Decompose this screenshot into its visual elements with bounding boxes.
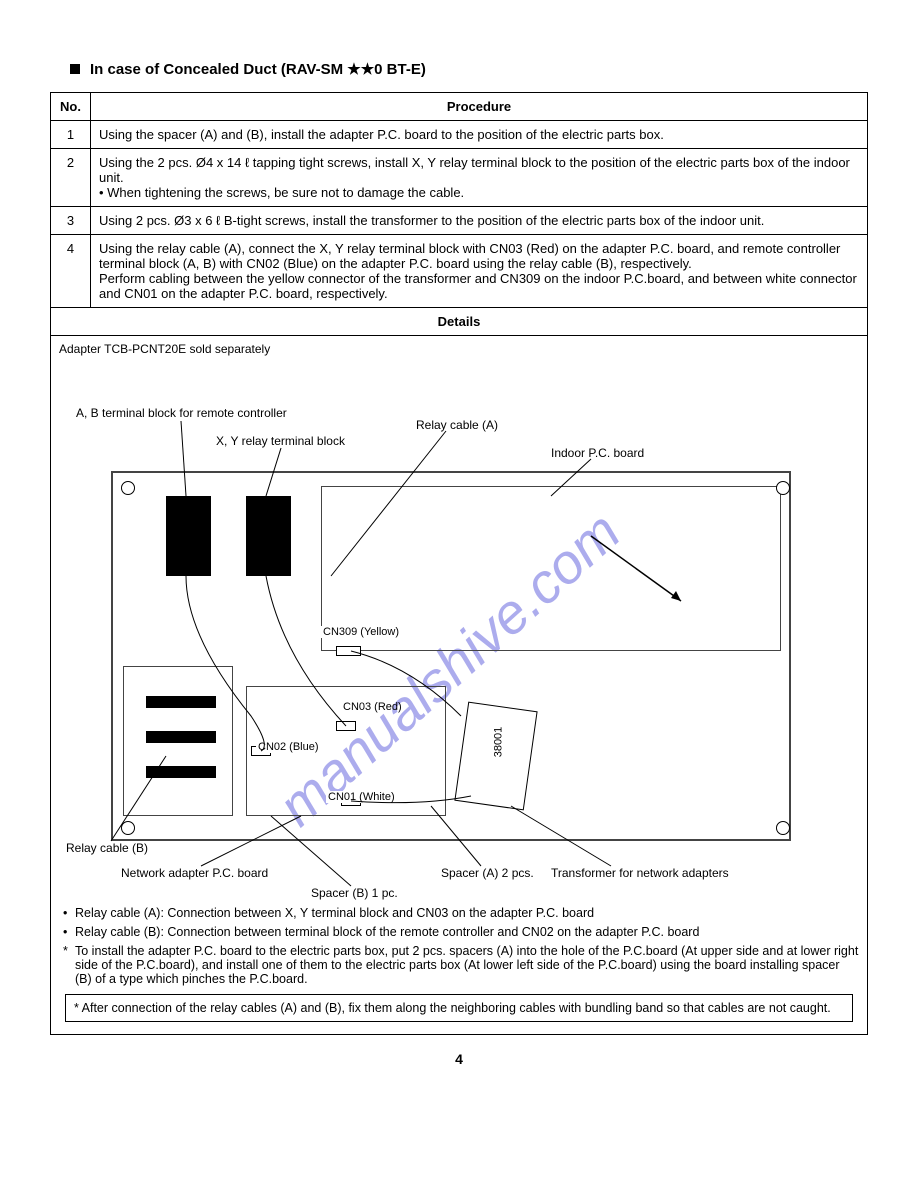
wiring-diagram: Adapter TCB-PCNT20E sold separately manu… <box>51 336 867 896</box>
screw-icon <box>121 821 135 835</box>
row-text: Using the 2 pcs. Ø4 x 14 ℓ tapping tight… <box>91 149 868 207</box>
relay-a-label: Relay cable (A) <box>416 418 498 432</box>
note-item: Relay cable (B): Connection between term… <box>63 925 859 939</box>
bullet-square-icon <box>70 64 80 74</box>
cn03-label: CN03 (Red) <box>341 701 391 713</box>
row-no: 2 <box>51 149 91 207</box>
col-procedure-header: Procedure <box>91 93 868 121</box>
details-row: Details <box>51 308 868 336</box>
row-text: Using 2 pcs. Ø3 x 6 ℓ B-tight screws, in… <box>91 207 868 235</box>
row-no: 1 <box>51 121 91 149</box>
table-row: 2 Using the 2 pcs. Ø4 x 14 ℓ tapping tig… <box>51 149 868 207</box>
section-heading: In case of Concealed Duct (RAV-SM ★★0 BT… <box>70 60 868 78</box>
details-label: Details <box>51 308 868 336</box>
cn02-label: CN02 (Blue) <box>256 741 306 753</box>
note-item: To install the adapter P.C. board to the… <box>63 944 859 986</box>
notes-section: Relay cable (A): Connection between X, Y… <box>51 896 867 1034</box>
ab-terminal-label: A, B terminal block for remote controlle… <box>76 406 287 420</box>
indoor-pcb-label: Indoor P.C. board <box>551 446 644 460</box>
screw-icon <box>776 821 790 835</box>
terminal-strip <box>146 731 216 743</box>
bullet-notes: Relay cable (A): Connection between X, Y… <box>59 906 859 939</box>
diagram-row: Adapter TCB-PCNT20E sold separately manu… <box>51 336 868 1035</box>
heading-text: In case of Concealed Duct (RAV-SM ★★0 BT… <box>90 60 426 78</box>
cn309-label: CN309 (Yellow) <box>321 626 401 638</box>
row-no: 4 <box>51 235 91 308</box>
row-text: Using the spacer (A) and (B), install th… <box>91 121 868 149</box>
procedure-table: No. Procedure 1 Using the spacer (A) and… <box>50 92 868 1035</box>
transformer-code: 38001 <box>492 727 504 758</box>
adapter-note: Adapter TCB-PCNT20E sold separately <box>59 342 270 356</box>
table-row: 3 Using 2 pcs. Ø3 x 6 ℓ B-tight screws, … <box>51 207 868 235</box>
star-notes: To install the adapter P.C. board to the… <box>59 944 859 986</box>
table-row: 4 Using the relay cable (A), connect the… <box>51 235 868 308</box>
cn01-label: CN01 (White) <box>326 791 397 803</box>
relay-b-label: Relay cable (B) <box>66 841 148 855</box>
screw-icon <box>121 481 135 495</box>
screw-icon <box>776 481 790 495</box>
ab-terminal-block <box>166 496 211 576</box>
spacer-b-label: Spacer (B) 1 pc. <box>311 886 398 900</box>
cn03-connector <box>336 721 356 731</box>
table-row: 1 Using the spacer (A) and (B), install … <box>51 121 868 149</box>
xy-terminal-label: X, Y relay terminal block <box>216 434 345 448</box>
boxed-note: * After connection of the relay cables (… <box>65 994 853 1022</box>
cn309-connector <box>336 646 361 656</box>
row-no: 3 <box>51 207 91 235</box>
terminal-strip <box>146 696 216 708</box>
spacer-a-label: Spacer (A) 2 pcs. <box>441 866 534 880</box>
diagram-cell: Adapter TCB-PCNT20E sold separately manu… <box>51 336 868 1035</box>
page-number: 4 <box>50 1051 868 1067</box>
note-item: Relay cable (A): Connection between X, Y… <box>63 906 859 920</box>
network-adapter-label: Network adapter P.C. board <box>121 866 268 880</box>
terminal-strip <box>146 766 216 778</box>
row-text: Using the relay cable (A), connect the X… <box>91 235 868 308</box>
col-no-header: No. <box>51 93 91 121</box>
xy-terminal-block <box>246 496 291 576</box>
arrow-icon <box>581 526 701 616</box>
transformer-label: Transformer for network adapters <box>551 866 729 880</box>
